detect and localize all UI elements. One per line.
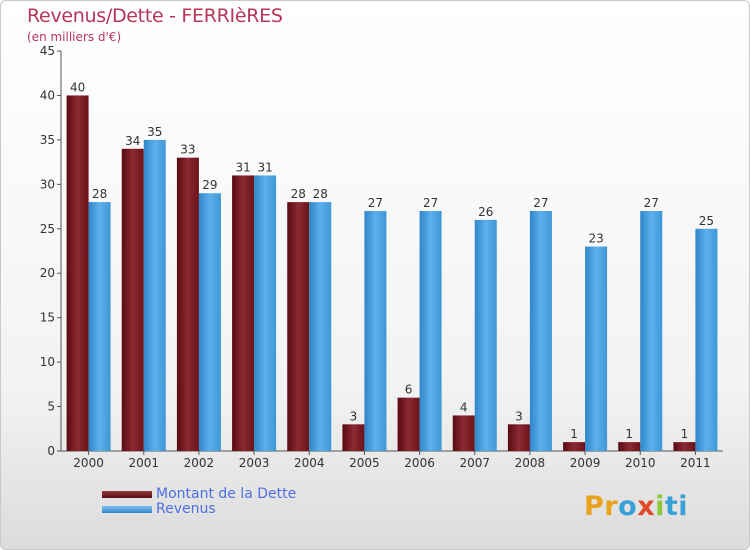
x-tick-label: 2000 <box>73 456 104 470</box>
data-label-revenue: 23 <box>588 232 603 246</box>
bar-debt <box>507 424 530 451</box>
data-label-debt: 33 <box>180 143 195 157</box>
legend-item-revenue: Revenus <box>102 502 296 517</box>
logo-letter: t <box>664 491 679 522</box>
data-label-debt: 1 <box>681 427 689 441</box>
x-tick-label: 2009 <box>570 456 601 470</box>
y-tick-label: 35 <box>40 133 55 147</box>
bar-debt <box>452 415 475 451</box>
data-label-revenue: 35 <box>147 125 162 139</box>
bar-debt <box>287 202 310 451</box>
x-tick-label: 2010 <box>625 456 656 470</box>
legend-item-debt: Montant de la Dette <box>102 487 296 502</box>
legend: Montant de la Dette Revenus <box>102 487 296 517</box>
bar-debt <box>121 148 144 451</box>
y-tick-label: 0 <box>47 444 55 458</box>
chart-subtitle: (en milliers d'€) <box>27 30 122 44</box>
bar-debt <box>176 157 199 451</box>
bar-debt <box>673 442 696 451</box>
logo-letter: r <box>604 491 619 522</box>
logo-letter: x <box>637 491 656 522</box>
y-tick-label: 15 <box>40 311 55 325</box>
proxiti-logo: Proxiti <box>584 491 688 522</box>
legend-swatch-debt <box>102 491 152 498</box>
x-tick-label: 2002 <box>184 456 215 470</box>
bar-revenue <box>254 175 277 451</box>
data-label-revenue: 27 <box>533 196 548 210</box>
y-tick-label: 25 <box>40 222 55 236</box>
y-tick-label: 40 <box>40 88 55 102</box>
bar-debt <box>397 397 420 451</box>
bar-revenue <box>474 219 497 451</box>
x-tick-label: 2004 <box>294 456 325 470</box>
data-label-debt: 1 <box>625 427 633 441</box>
legend-label-debt: Montant de la Dette <box>156 486 297 502</box>
bar-debt <box>618 442 641 451</box>
bar-revenue <box>364 211 387 451</box>
bar-debt <box>563 442 586 451</box>
y-tick-label: 30 <box>40 177 55 191</box>
x-tick-label: 2011 <box>680 456 711 470</box>
bar-revenue <box>198 193 221 451</box>
data-label-revenue: 27 <box>644 196 659 210</box>
bar-revenue <box>88 202 111 451</box>
y-tick-label: 45 <box>40 44 55 58</box>
bar-revenue <box>529 211 552 451</box>
data-label-debt: 40 <box>70 80 85 94</box>
data-label-debt: 1 <box>570 427 578 441</box>
data-label-revenue: 28 <box>92 187 107 201</box>
x-tick-label: 2008 <box>515 456 546 470</box>
chart-title: Revenus/Dette - FERRIèRES <box>27 5 283 27</box>
data-label-debt: 31 <box>235 160 250 174</box>
data-label-revenue: 25 <box>699 214 714 228</box>
legend-swatch-revenue <box>102 506 152 513</box>
logo-letter: i <box>655 491 665 522</box>
data-label-revenue: 29 <box>202 178 217 192</box>
data-label-revenue: 28 <box>313 187 328 201</box>
data-label-debt: 28 <box>291 187 306 201</box>
y-tick-label: 10 <box>40 355 55 369</box>
x-tick-label: 2007 <box>459 456 490 470</box>
data-label-debt: 4 <box>460 400 468 414</box>
bar-debt <box>342 424 365 451</box>
data-label-revenue: 31 <box>257 160 272 174</box>
x-tick-label: 2001 <box>128 456 159 470</box>
bar-revenue <box>419 211 442 451</box>
y-tick-label: 20 <box>40 266 55 280</box>
x-tick-label: 2003 <box>239 456 270 470</box>
data-label-debt: 6 <box>405 383 413 397</box>
logo-letter: P <box>584 491 605 522</box>
x-tick-label: 2005 <box>349 456 380 470</box>
legend-label-revenue: Revenus <box>156 501 216 517</box>
data-label-revenue: 26 <box>478 205 493 219</box>
bar-debt <box>66 95 89 451</box>
y-tick-label: 5 <box>47 400 55 414</box>
bar-revenue <box>640 211 663 451</box>
data-label-revenue: 27 <box>368 196 383 210</box>
data-label-debt: 3 <box>515 409 523 423</box>
bar-revenue <box>585 246 608 451</box>
x-tick-label: 2006 <box>404 456 435 470</box>
logo-letter: o <box>618 491 638 522</box>
bar-revenue <box>309 202 332 451</box>
logo-letter: i <box>678 491 689 522</box>
data-label-revenue: 27 <box>423 196 438 210</box>
bar-revenue <box>143 139 166 451</box>
data-label-debt: 3 <box>350 409 358 423</box>
bar-debt <box>232 175 255 451</box>
bar-revenue <box>695 228 718 451</box>
data-label-debt: 34 <box>125 134 140 148</box>
